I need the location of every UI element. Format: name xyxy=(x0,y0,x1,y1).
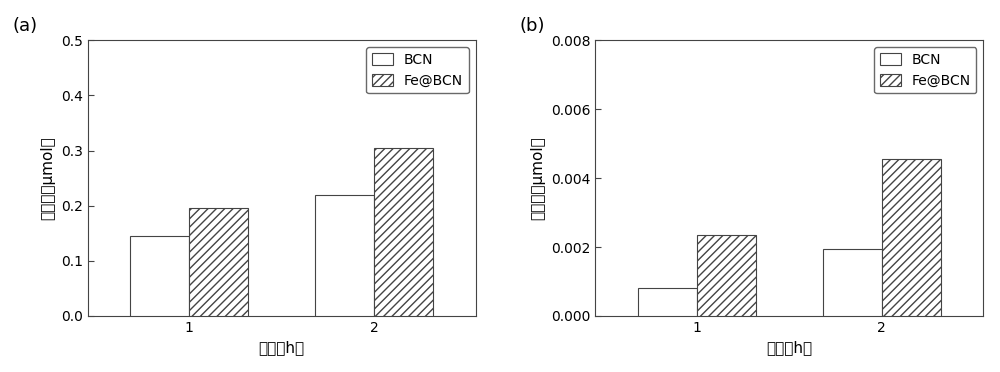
X-axis label: 时间（h）: 时间（h） xyxy=(766,340,812,355)
Y-axis label: 析氢量（μmol）: 析氢量（μmol） xyxy=(530,136,545,220)
Legend: BCN, Fe@BCN: BCN, Fe@BCN xyxy=(874,47,976,93)
Bar xyxy=(638,288,697,316)
Bar xyxy=(697,235,756,316)
X-axis label: 时间（h）: 时间（h） xyxy=(258,340,305,355)
Y-axis label: 析氢量（μmol）: 析氢量（μmol） xyxy=(40,136,55,220)
Bar xyxy=(823,249,882,316)
Bar xyxy=(374,148,433,316)
Text: (a): (a) xyxy=(12,17,37,35)
Legend: BCN, Fe@BCN: BCN, Fe@BCN xyxy=(366,47,469,93)
Bar xyxy=(882,159,941,316)
Bar xyxy=(130,236,189,316)
Bar xyxy=(315,195,374,316)
Text: (b): (b) xyxy=(519,17,545,35)
Bar xyxy=(189,208,248,316)
